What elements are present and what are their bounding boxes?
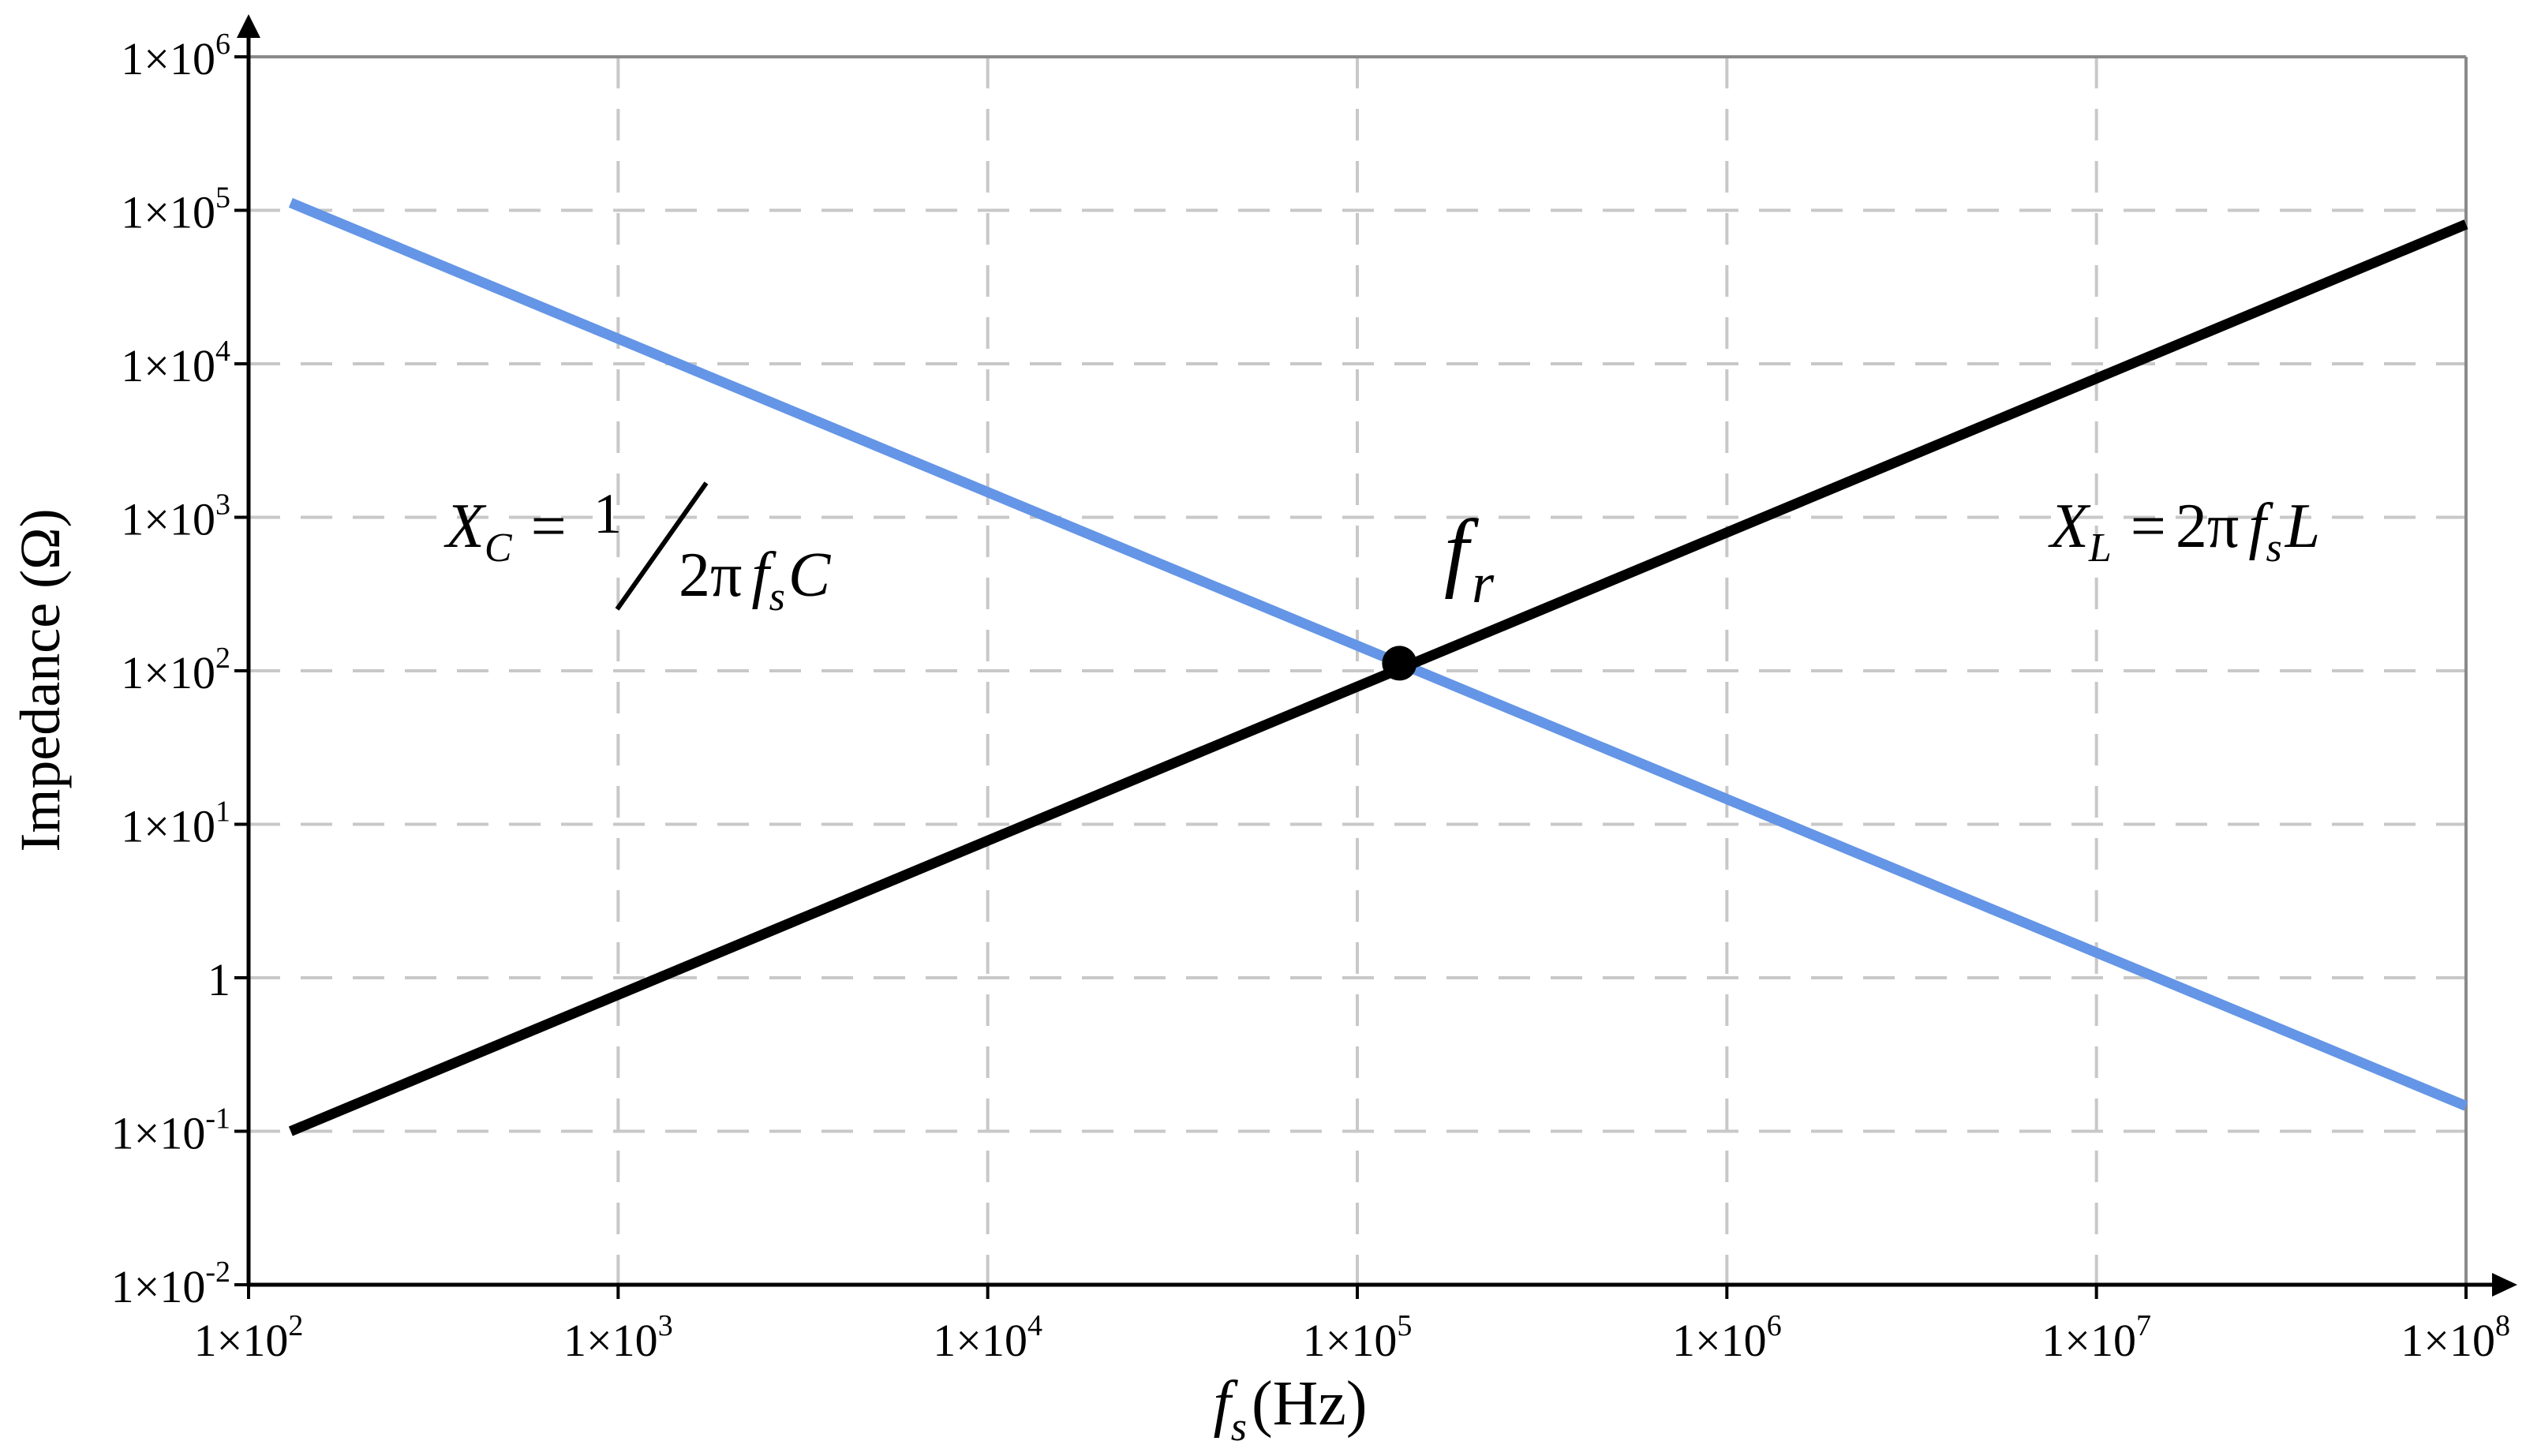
xc-series-line <box>288 197 2468 1111</box>
resonance-label-r: r <box>1472 552 1495 615</box>
x-axis-title-unit: (Hz) <box>1252 1369 1368 1439</box>
x-axis-title: fs(Hz) <box>1213 1369 1367 1450</box>
xl-s: s <box>2266 526 2282 571</box>
xl-formula: XL = 2π fsL <box>2048 492 2320 571</box>
xl-2pi: 2π <box>2176 492 2239 561</box>
svg-text:XC=: XC = <box>443 492 567 571</box>
resonance-point <box>1382 646 1417 681</box>
y-tick-label: 1×10-2 <box>111 1256 230 1312</box>
x-tick-label: 1×104 <box>933 1309 1042 1366</box>
xl-sub: L <box>2088 526 2112 571</box>
y-tick-label: 1×105 <box>121 182 230 238</box>
x-tick-label: 1×105 <box>1303 1309 1413 1366</box>
xl-series-line <box>288 219 2468 1136</box>
x-axis-arrow <box>2492 1273 2517 1297</box>
xc-den-2pi: 2π <box>679 541 742 610</box>
x-axis-title-sub: s <box>1231 1405 1247 1450</box>
grid <box>249 55 2468 1285</box>
xc-sub: C <box>485 526 513 571</box>
y-tick-label: 1×103 <box>121 488 230 545</box>
plot-frame <box>234 14 2517 1299</box>
xl-l: L <box>2285 492 2321 561</box>
xc-equals: = <box>531 492 567 561</box>
tick-labels: 1×102 1×103 1×104 1×105 1×106 1×107 1×108 1×10-… <box>111 28 2510 1366</box>
y-axis-title: Impedance (Ω) <box>9 508 72 852</box>
xc-den-s: s <box>769 575 785 619</box>
y-tick-label: 1 <box>208 954 230 1005</box>
xl-var: X <box>2048 492 2091 561</box>
y-tick-label: 1×10-1 <box>111 1102 230 1159</box>
xl-equals: = <box>2131 492 2166 561</box>
xc-var: X <box>443 492 487 561</box>
y-tick-label: 1×106 <box>121 28 230 84</box>
x-tick-label: 1×102 <box>194 1309 304 1366</box>
xc-formula: XC = 1 2π fsC <box>443 481 832 619</box>
xc-den-c: C <box>788 541 832 610</box>
y-tick-label: 1×102 <box>121 642 230 698</box>
x-tick-label: 1×107 <box>2041 1309 2151 1366</box>
x-tick-label: 1×108 <box>2401 1309 2510 1366</box>
y-tick-label: 1×101 <box>121 795 230 852</box>
x-tick-label: 1×106 <box>1672 1309 1782 1366</box>
xc-fraction-slash <box>615 481 709 611</box>
y-tick-label: 1×104 <box>121 335 230 391</box>
y-axis-arrow <box>237 14 260 38</box>
xc-numerator: 1 <box>593 482 622 545</box>
series-group <box>288 197 2468 1136</box>
x-tick-label: 1×103 <box>563 1309 673 1366</box>
